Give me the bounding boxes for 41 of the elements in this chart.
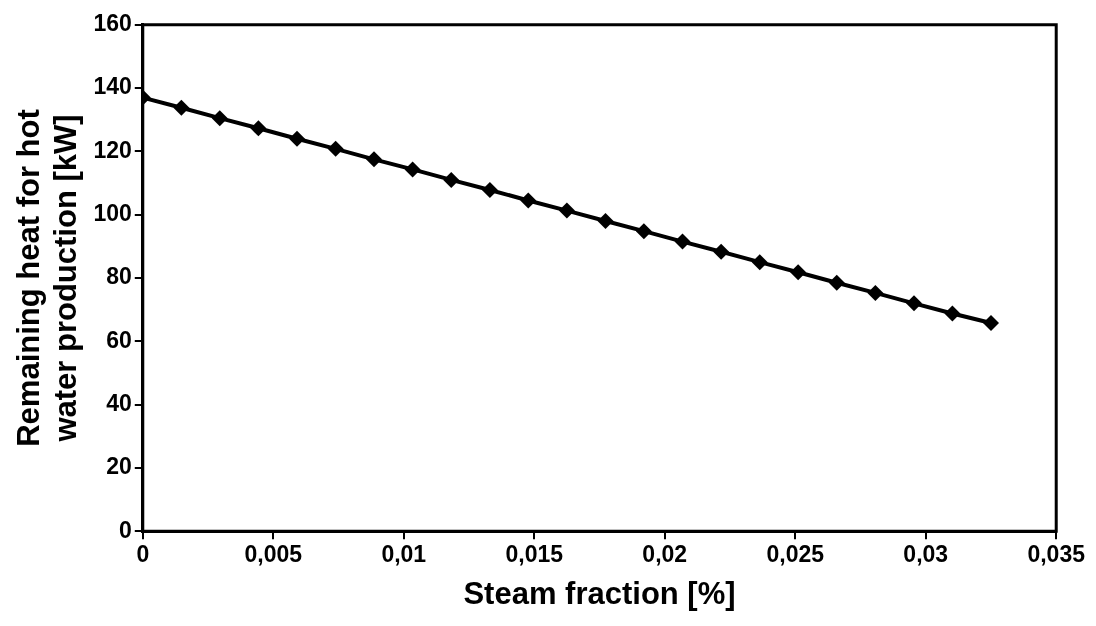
point	[404, 161, 421, 178]
point	[790, 264, 807, 281]
y-tick-label: 40	[106, 389, 132, 416]
y-tick-label: 140	[93, 73, 132, 100]
y-tick-label: 80	[106, 263, 132, 290]
x-tick-label: 0,025	[766, 541, 825, 568]
point	[944, 305, 961, 322]
y-axis-title: Remaining heat for hot water production [kW]	[11, 109, 84, 447]
y-tick-label: 100	[93, 200, 132, 227]
y-tick-label: 160	[93, 10, 132, 37]
x-tick-label: 0,035	[1027, 541, 1086, 568]
point	[289, 130, 306, 147]
point	[173, 99, 190, 116]
x-tick-label: 0	[136, 541, 150, 568]
point	[597, 213, 614, 230]
point	[211, 110, 228, 127]
point	[867, 284, 884, 301]
y-tick-label: 20	[106, 453, 132, 480]
point	[635, 223, 652, 240]
x-tick-label: 0,01	[381, 541, 427, 568]
y-tick-label: 0	[118, 516, 132, 543]
point	[443, 171, 460, 188]
point	[982, 314, 999, 331]
x-tick-label: 0,03	[903, 541, 949, 568]
x-tick-label: 0,02	[642, 541, 688, 568]
point	[828, 274, 845, 291]
point	[751, 254, 768, 271]
point	[366, 151, 383, 168]
point	[327, 140, 344, 157]
x-tick-label: 0,015	[505, 541, 564, 568]
y-tick-label: 60	[106, 326, 132, 353]
point	[674, 233, 691, 250]
x-tick-label: 0,005	[244, 541, 303, 568]
point	[520, 192, 537, 209]
y-tick-label: 120	[93, 136, 132, 163]
point	[558, 202, 575, 219]
point	[481, 182, 498, 199]
point	[905, 295, 922, 312]
x-axis-title: Steam fraction [%]	[463, 575, 736, 611]
point	[250, 120, 267, 137]
point	[713, 243, 730, 260]
